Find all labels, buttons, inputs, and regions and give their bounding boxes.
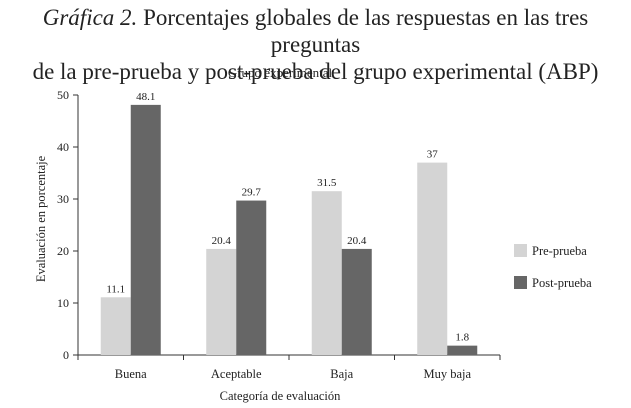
bar-post-prueba <box>236 200 267 355</box>
y-tick-label: 40 <box>57 140 69 154</box>
data-label: 48.1 <box>136 91 155 103</box>
legend-swatch-post-prueba <box>514 276 527 289</box>
data-label: 20.4 <box>347 235 367 247</box>
figure-caption: Gráfica 2. Porcentajes globales de las r… <box>0 4 631 85</box>
y-tick-label: 30 <box>57 192 69 206</box>
legend-label: Post-prueba <box>532 276 592 290</box>
chart-title: Grupo experimental <box>228 65 333 80</box>
bar-pre-prueba <box>100 297 131 355</box>
bar-post-prueba <box>341 248 372 355</box>
y-axis-label: Evaluación en porcentaje <box>34 155 48 282</box>
data-label: 37 <box>427 149 439 161</box>
x-tick-label: Muy baja <box>423 367 471 381</box>
bar-post-prueba <box>130 104 161 355</box>
caption-line-1: Gráfica 2. Porcentajes globales de las r… <box>0 4 631 58</box>
y-tick-label: 50 <box>57 88 69 102</box>
x-tick-label: Baja <box>330 367 353 381</box>
bars: 11.1 48.1 20.4 29.7 31.5 20.4 37 1.8 <box>100 91 478 355</box>
bar-pre-prueba <box>417 162 448 355</box>
y-tick-label: 20 <box>57 244 69 258</box>
bar-pre-prueba <box>206 248 237 355</box>
caption-line-2: de la pre-prueba y post-prueba del grupo… <box>32 59 599 84</box>
legend-swatch-pre-prueba <box>514 244 527 257</box>
data-label: 11.1 <box>106 283 125 295</box>
x-tick-label: Aceptable <box>211 367 262 381</box>
bar-post-prueba <box>447 345 478 355</box>
legend: Pre-prueba Post-prueba <box>514 244 592 290</box>
bar-pre-prueba <box>311 191 342 355</box>
caption-label: Gráfica 2. <box>42 5 138 30</box>
data-label: 1.8 <box>455 332 469 344</box>
y-tick-label: 10 <box>57 296 69 310</box>
x-tick-label: Buena <box>115 367 147 381</box>
legend-label: Pre-prueba <box>532 244 587 258</box>
y-tick-label: 0 <box>63 348 69 362</box>
x-axis-label: Categoría de evaluación <box>220 389 342 403</box>
caption-text-1: Porcentajes globales de las respuestas e… <box>143 5 589 57</box>
data-label: 29.7 <box>242 187 262 199</box>
data-label: 20.4 <box>212 235 232 247</box>
data-label: 31.5 <box>317 177 337 189</box>
